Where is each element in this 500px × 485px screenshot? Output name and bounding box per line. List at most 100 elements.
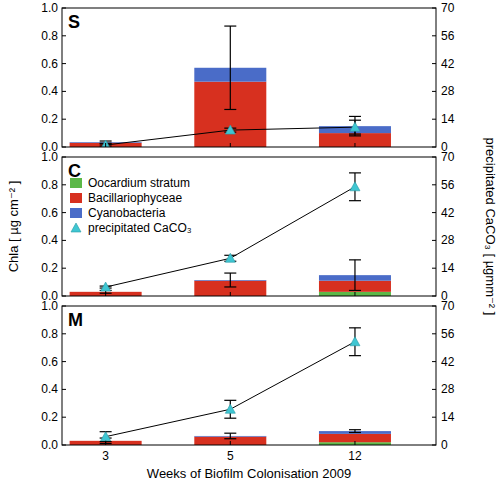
- marker: [101, 140, 111, 147]
- x-tick-label: 12: [348, 449, 362, 463]
- y2-tick: [432, 417, 436, 418]
- y2-tick: [432, 91, 436, 92]
- x-tick-label: 3: [102, 449, 109, 463]
- error-cap: [224, 109, 236, 110]
- y-tick: [62, 333, 66, 334]
- y-tick-label: 0.0: [41, 438, 58, 452]
- error-cap: [349, 172, 361, 173]
- bar: [70, 292, 142, 296]
- y2-tick-label: 56: [441, 178, 455, 192]
- y-tick-label: 0.2: [41, 261, 58, 275]
- error-bar: [349, 430, 361, 433]
- y2-tick: [432, 63, 436, 64]
- y-tick: [62, 445, 66, 446]
- marker: [225, 253, 235, 262]
- y2-tick: [432, 389, 436, 390]
- y2-tick: [432, 35, 436, 36]
- error-bar: [349, 120, 361, 134]
- y-tick-label: 0.6: [41, 57, 58, 71]
- error-bar: [100, 432, 112, 442]
- bar: [319, 434, 391, 442]
- y-tick: [62, 296, 66, 297]
- y2-tick: [432, 240, 436, 241]
- y2-tick-label: 70: [441, 150, 455, 164]
- y-tick-label: 0.4: [41, 382, 58, 396]
- panel: 0.00.20.40.60.81.0014284256703512MWeeks …: [41, 299, 454, 481]
- legend: Oocardium stratumBacillariophyceaeCyanob…: [70, 176, 192, 235]
- y2-tick-label: 42: [441, 355, 455, 369]
- legend-label: precipitated CaCO₃: [88, 221, 192, 235]
- y2-tick: [432, 8, 436, 9]
- y2-tick-label: 14: [441, 261, 455, 275]
- y-tick-label: 0.6: [41, 355, 58, 369]
- y2-tick-label: 14: [441, 410, 455, 424]
- legend-swatch: [70, 208, 82, 218]
- x-tick: [354, 292, 355, 296]
- y2-tick: [432, 306, 436, 307]
- y-tick-label: 0.8: [41, 29, 58, 43]
- y2-tick: [432, 333, 436, 334]
- y-tick: [62, 63, 66, 64]
- error-cap: [349, 133, 361, 134]
- marker: [350, 337, 360, 346]
- error-cap: [224, 272, 236, 273]
- y2-tick: [432, 212, 436, 213]
- bar: [319, 292, 391, 296]
- y-tick: [62, 35, 66, 36]
- error-cap: [224, 418, 236, 419]
- y-tick-label: 0.2: [41, 112, 58, 126]
- error-bar: [224, 400, 236, 418]
- error-cap: [349, 432, 361, 433]
- y2-tick-label: 28: [441, 233, 455, 247]
- y-tick-label: 1.0: [41, 150, 58, 164]
- y2-tick-label: 0: [441, 438, 448, 452]
- y-tick-label: 0.2: [41, 410, 58, 424]
- y-tick-label: 1.0: [41, 1, 58, 15]
- y2-tick: [432, 296, 436, 297]
- figure: 0.00.20.40.60.81.001428425670S0.00.20.40…: [0, 0, 500, 485]
- x-tick: [230, 441, 231, 445]
- y-tick: [62, 8, 66, 9]
- panel: 0.00.20.40.60.81.001428425670CChla [ µg …: [6, 138, 498, 316]
- frame: [62, 306, 436, 445]
- panel: 0.00.20.40.60.81.001428425670S: [41, 1, 454, 154]
- x-tick-label: 5: [227, 449, 234, 463]
- y-tick: [62, 306, 66, 307]
- y2-tick-label: 56: [441, 29, 455, 43]
- x-axis-label: Weeks of Biofilm Colonisation 2009: [147, 466, 351, 481]
- error-cap: [349, 120, 361, 121]
- y-tick: [62, 91, 66, 92]
- error-bar: [224, 273, 236, 287]
- y2-tick: [432, 361, 436, 362]
- y-tick: [62, 119, 66, 120]
- x-tick: [105, 292, 106, 296]
- y2-tick: [432, 157, 436, 158]
- y-tick: [62, 157, 66, 158]
- y2-tick: [432, 184, 436, 185]
- legend-marker: [71, 223, 81, 232]
- error-cap: [224, 286, 236, 287]
- y-tick: [62, 147, 66, 148]
- y2-tick: [432, 119, 436, 120]
- panel-title: S: [68, 12, 80, 32]
- x-tick: [105, 143, 106, 147]
- x-tick: [354, 143, 355, 147]
- y-tick: [62, 361, 66, 362]
- marker: [350, 122, 360, 131]
- error-cap: [224, 433, 236, 434]
- y2-axis-label: precipitated CaCO₃ [ µgmm⁻² ]: [483, 138, 498, 316]
- error-cap: [349, 355, 361, 356]
- y-tick-label: 0.4: [41, 233, 58, 247]
- x-tick: [230, 143, 231, 147]
- error-line: [230, 273, 231, 287]
- error-line: [230, 26, 231, 109]
- error-bar: [349, 116, 361, 135]
- plot-area: [70, 173, 391, 296]
- y2-tick-label: 70: [441, 1, 455, 15]
- bar: [70, 441, 142, 445]
- error-line: [354, 260, 355, 291]
- error-cap: [349, 200, 361, 201]
- y2-tick-label: 42: [441, 57, 455, 71]
- y2-tick: [432, 147, 436, 148]
- y-tick: [62, 212, 66, 213]
